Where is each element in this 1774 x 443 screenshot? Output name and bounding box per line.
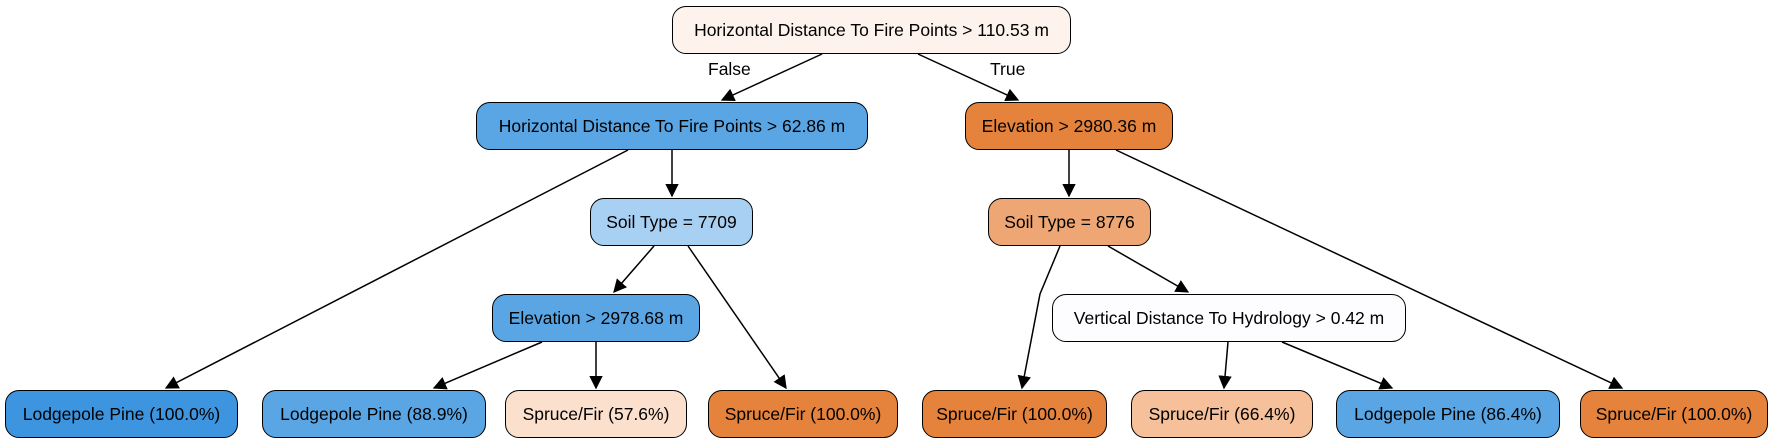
- edge-label-true: True: [990, 59, 1026, 79]
- edge-vd-hydro-to-leaf7: [1281, 341, 1394, 390]
- leaf-spruce-fir-57-6: Spruce/Fir (57.6%): [505, 390, 687, 438]
- edge-hd-fire-62-to-leaf1: [164, 149, 629, 389]
- edge-soil-7709-to-elev-2978: [613, 245, 655, 294]
- edge-soil-8776-to-leaf5: [1017, 245, 1061, 390]
- node-soil-8776: Soil Type = 8776: [988, 198, 1151, 246]
- node-elev-2980: Elevation > 2980.36 m: [965, 102, 1173, 150]
- leaf-spruce-fir-100-b: Spruce/Fir (100.0%): [922, 390, 1107, 438]
- leaf-lodgepole-pine-100: Lodgepole Pine (100.0%): [5, 390, 238, 438]
- leaf-spruce-fir-100-c: Spruce/Fir (100.0%): [1580, 390, 1768, 438]
- node-soil-7709: Soil Type = 7709: [590, 198, 753, 246]
- edge-label-false: False: [708, 59, 751, 79]
- edge-elev-2978-to-leaf2: [432, 341, 543, 390]
- node-vd-hydro: Vertical Distance To Hydrology > 0.42 m: [1052, 294, 1406, 342]
- edge-vd-hydro-to-leaf6: [1218, 341, 1232, 390]
- node-hd-fire-62: Horizontal Distance To Fire Points > 62.…: [476, 102, 868, 150]
- edge-soil-8776-to-vd-hydro: [1107, 245, 1190, 293]
- node-elev-2978: Elevation > 2978.68 m: [492, 294, 700, 342]
- leaf-spruce-fir-100-a: Spruce/Fir (100.0%): [708, 390, 898, 438]
- leaf-lodgepole-pine-86-4: Lodgepole Pine (86.4%): [1336, 390, 1560, 438]
- leaf-spruce-fir-66-4: Spruce/Fir (66.4%): [1131, 390, 1313, 438]
- leaf-lodgepole-pine-88-9: Lodgepole Pine (88.9%): [262, 390, 486, 438]
- edge-root-to-hd-fire-62: [720, 53, 823, 102]
- edge-elev-2980-to-leaf8: [1115, 149, 1624, 389]
- edge-soil-7709-to-leaf4: [687, 245, 787, 390]
- node-root: Horizontal Distance To Fire Points > 110…: [672, 6, 1071, 54]
- edge-root-to-elev-2980: [917, 53, 1020, 102]
